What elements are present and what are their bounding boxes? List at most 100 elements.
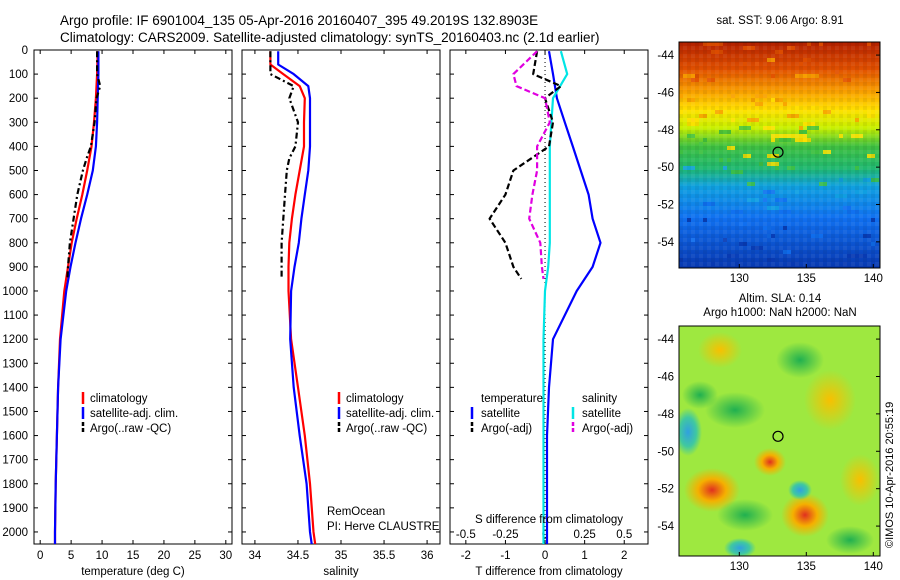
x-tick-label: 35	[335, 550, 348, 562]
map-x-tick-label: 140	[864, 561, 883, 573]
sla-anomaly-blob	[705, 392, 765, 428]
x-tick-label: 0	[37, 550, 43, 562]
map-y-tick-label: -46	[657, 87, 674, 99]
series-line	[53, 51, 99, 544]
depth-tick-label: 1600	[2, 431, 28, 443]
map-y-tick-label: -54	[657, 237, 674, 249]
series-line	[277, 51, 313, 545]
sla-anomaly-blob	[679, 408, 702, 456]
depth-tick-label: 400	[9, 141, 28, 153]
sst-map-title: sat. SST: 9.06 Argo: 8.91	[716, 15, 843, 27]
series-line	[545, 51, 602, 544]
depth-tick-label: 100	[9, 69, 28, 81]
sla-anomaly-blob	[698, 332, 742, 368]
temperature-series	[53, 51, 102, 544]
depth-tick-label: 600	[9, 190, 28, 202]
depth-tick-label: 1900	[2, 503, 28, 515]
map-y-tick-label: -52	[657, 484, 674, 496]
legend-group-title: temperature	[481, 393, 543, 405]
sla-map-frame	[678, 325, 881, 557]
pi-annotation: PI: Herve CLAUSTRE	[327, 521, 440, 533]
map-y-tick-label: -54	[657, 521, 674, 533]
series-line	[269, 51, 300, 279]
depth-tick-label: 1000	[2, 286, 28, 298]
series-line	[53, 51, 100, 544]
depth-tick-label: 300	[9, 117, 28, 129]
sst-map-frame	[678, 41, 881, 269]
series-line	[542, 50, 569, 544]
depth-tick-label: 700	[9, 214, 28, 226]
x-tick-label: 1	[581, 550, 587, 562]
difference-x-axis: -2 -1 0 1 2	[461, 50, 627, 562]
series-line	[488, 51, 563, 280]
x-tick-label: 20	[158, 550, 171, 562]
top-x-tick-label: -0.5	[456, 529, 476, 541]
map-x-tick-label: 130	[730, 561, 749, 573]
sla-map-title-line-1: Altim. SLA: 0.14	[739, 293, 822, 305]
map-y-tick-label: -48	[657, 125, 674, 137]
sla-anomaly-blob	[717, 499, 773, 531]
sla-map-title-line-2: Argo h1000: NaN h2000: NaN	[703, 307, 856, 319]
x-tick-label: 0	[542, 550, 548, 562]
x-tick-label: 2	[621, 550, 627, 562]
x-tick-label: 5	[68, 550, 74, 562]
legend-label: satellite-adj. clim.	[90, 408, 178, 420]
x-tick-label: 15	[127, 550, 140, 562]
top-x-tick-label: -0.25	[492, 529, 518, 541]
salinity-legend: climatology satellite-adj. clim. Argo(..…	[337, 392, 434, 435]
legend-label: climatology	[90, 393, 148, 405]
x-tick-label: 34	[249, 550, 262, 562]
legend-group-title: salinity	[582, 393, 617, 405]
series-line	[269, 51, 317, 545]
salinity-panel-frame	[241, 49, 441, 545]
depth-tick-label: 200	[9, 93, 28, 105]
map-x-tick-label: 135	[797, 273, 816, 285]
legend-label: climatology	[346, 393, 404, 405]
legend-label: Argo(-adj)	[481, 423, 532, 435]
depth-tick-label: 1200	[2, 334, 28, 346]
difference-top-x-label: S difference from climatology	[475, 514, 623, 526]
header-line-2: Climatology: CARS2009. Satellite-adjuste…	[60, 30, 600, 45]
x-tick-label: 10	[96, 550, 109, 562]
x-tick-label: 36	[421, 550, 434, 562]
x-tick-label: 25	[188, 550, 201, 562]
map-y-tick-label: -44	[657, 334, 674, 346]
depth-tick-label: 500	[9, 165, 28, 177]
sla-anomaly-blob	[826, 526, 874, 554]
depth-tick-label: 1300	[2, 358, 28, 370]
sla-anomaly-blob	[776, 342, 824, 378]
sla-anomaly-blob	[781, 493, 829, 537]
map-y-tick-label: -50	[657, 162, 674, 174]
depth-tick-label: 1700	[2, 455, 28, 467]
sst-map-axes: 130 135 140 -44 -46 -48 -50 -52 -54	[657, 50, 883, 285]
map-y-tick-label: -48	[657, 409, 674, 421]
sla-anomaly-blob	[840, 454, 880, 506]
map-x-tick-label: 130	[730, 273, 749, 285]
sla-map	[679, 326, 880, 556]
sla-anomaly-blob	[682, 381, 718, 409]
x-tick-label: -1	[500, 550, 510, 562]
difference-panel-frame	[449, 49, 649, 545]
difference-series	[488, 50, 602, 544]
series-line	[512, 50, 551, 280]
sla-anomaly-blob	[788, 480, 812, 500]
legend-label: Argo(..raw -QC)	[346, 423, 427, 435]
difference-x-label: T difference from climatology	[475, 566, 622, 578]
temperature-legend: climatology satellite-adj. clim. Argo(..…	[81, 392, 178, 435]
depth-tick-label: 2000	[2, 527, 28, 539]
depth-tick-label: 1800	[2, 479, 28, 491]
depth-tick-label: 1500	[2, 406, 28, 418]
map-y-tick-label: -44	[657, 50, 674, 62]
difference-top-x-axis: -0.5-0.2500.250.5	[456, 529, 632, 541]
sla-anomaly-blob	[684, 468, 740, 512]
depth-tick-label: 1100	[3, 310, 28, 322]
x-tick-label: 35.5	[373, 550, 395, 562]
x-tick-label: 34.5	[287, 550, 309, 562]
depth-axis: 0 100 200 300 400 500 600 700 800 900 1000 1100 1200…	[2, 45, 648, 539]
legend-label: Argo(-adj)	[582, 423, 633, 435]
map-y-tick-label: -50	[657, 446, 674, 458]
sla-argo-location-marker	[772, 430, 784, 442]
legend-label: Argo(..raw -QC)	[90, 423, 171, 435]
depth-tick-label: 0	[22, 45, 28, 57]
sla-anomaly-blob	[724, 538, 756, 556]
